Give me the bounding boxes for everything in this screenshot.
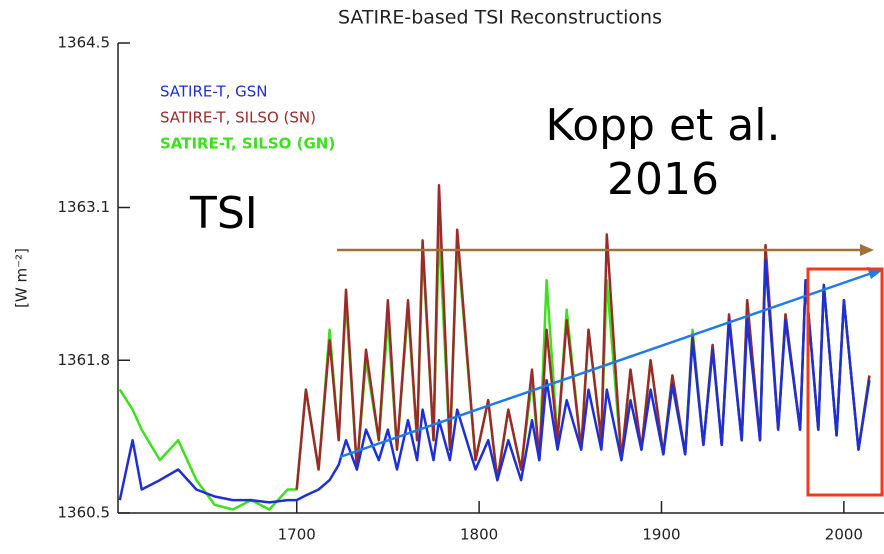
annotation: TSI xyxy=(189,188,258,239)
x-tick-label: 1900 xyxy=(642,526,680,544)
chart-title: SATIRE-based TSI Reconstructions xyxy=(338,7,662,29)
y-axis-label: [W m⁻²] xyxy=(13,248,31,308)
x-tick-label: 2000 xyxy=(825,526,863,544)
y-tick-label: 1361.8 xyxy=(58,351,111,369)
series-line xyxy=(118,259,871,504)
annotation: Kopp et al. xyxy=(546,100,781,151)
legend-entry: SATIRE-T, SILSO (GN) xyxy=(160,135,335,153)
annotation: 2016 xyxy=(607,154,719,205)
y-tick-label: 1363.1 xyxy=(58,198,111,216)
trend-arrow-rising xyxy=(339,271,873,459)
x-tick-label: 1800 xyxy=(460,526,498,544)
y-tick-label: 1364.5 xyxy=(58,34,111,52)
y-tick-label: 1360.5 xyxy=(58,504,111,522)
plot-area: 1364.5 1363.1 1361.8 1360.5 1700 1800 1900 2000 xyxy=(58,34,884,544)
highlight-box xyxy=(806,267,884,497)
arrow-head xyxy=(860,244,874,256)
x-tick-label: 1700 xyxy=(278,526,316,544)
legend-entry: SATIRE-T, SILSO (SN) xyxy=(160,109,316,127)
legend-entry: SATIRE-T, GSN xyxy=(160,83,267,101)
